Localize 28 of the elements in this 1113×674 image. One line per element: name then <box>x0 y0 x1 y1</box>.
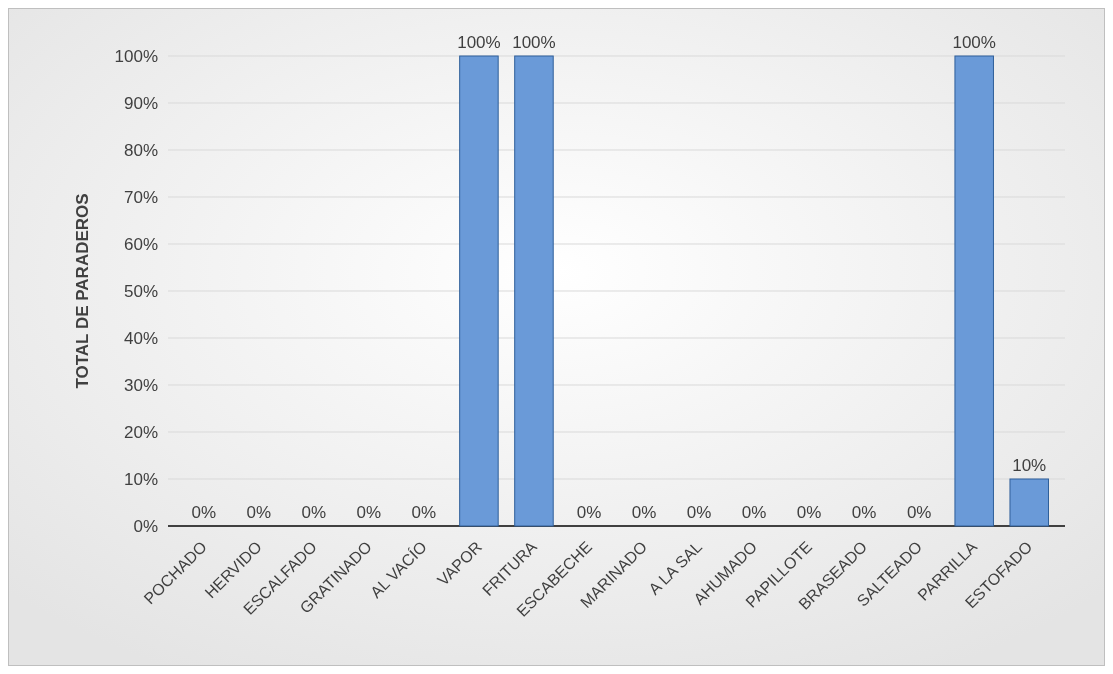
data-label: 100% <box>952 33 996 52</box>
data-label: 0% <box>906 503 932 522</box>
data-label: 100% <box>512 33 556 52</box>
data-label: 10% <box>1012 456 1047 475</box>
data-label: 0% <box>741 503 767 522</box>
data-label: 0% <box>686 503 712 522</box>
y-tick-label: 20% <box>123 422 158 442</box>
data-label: 0% <box>191 503 217 522</box>
y-tick-label: 60% <box>123 234 158 254</box>
y-tick-label: 90% <box>123 93 158 113</box>
data-label: 0% <box>631 503 657 522</box>
y-tick-label: 100% <box>114 46 158 66</box>
data-label: 0% <box>851 503 877 522</box>
data-label: 0% <box>411 503 437 522</box>
data-label: 0% <box>301 503 327 522</box>
data-label: 0% <box>796 503 822 522</box>
y-tick-label: 70% <box>123 187 158 207</box>
y-tick-label: 30% <box>123 375 158 395</box>
data-label: 0% <box>356 503 382 522</box>
y-axis-title: TOTAL DE PARADEROS <box>73 193 92 389</box>
y-tick-label: 0% <box>133 516 158 536</box>
y-tick-label: 50% <box>123 281 158 301</box>
y-tick-label: 40% <box>123 328 158 348</box>
y-tick-label: 10% <box>123 469 158 489</box>
data-label: 0% <box>246 503 272 522</box>
data-label: 100% <box>457 33 501 52</box>
y-tick-label: 80% <box>123 140 158 160</box>
data-label: 0% <box>576 503 602 522</box>
